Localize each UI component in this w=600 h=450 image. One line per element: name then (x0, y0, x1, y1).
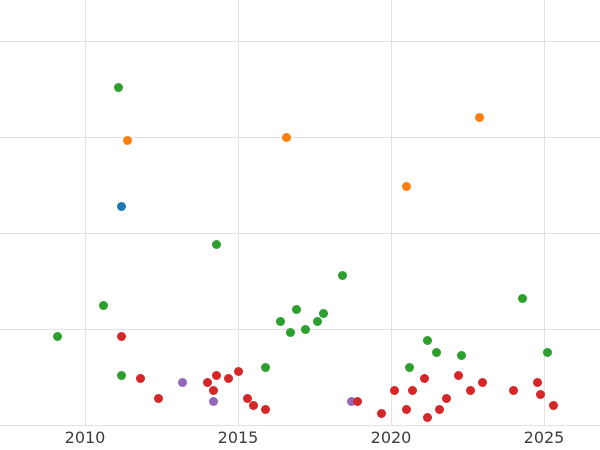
vertical-gridline (390, 0, 392, 425)
x-tick-label: 2025 (523, 428, 565, 447)
horizontal-gridline (0, 424, 600, 426)
data-point-green (404, 362, 414, 372)
x-tick-label: 2010 (64, 428, 106, 447)
data-point-red (202, 378, 212, 388)
data-point-green (285, 328, 295, 338)
data-point-red (533, 378, 543, 388)
horizontal-gridline (0, 136, 600, 138)
data-point-green (52, 332, 62, 342)
data-point-green (313, 316, 323, 326)
data-point-red (478, 378, 488, 388)
data-point-red (135, 374, 145, 384)
horizontal-gridline (0, 328, 600, 330)
data-point-red (352, 397, 362, 407)
data-point-green (261, 362, 271, 372)
data-point-green (114, 82, 124, 92)
data-point-green (300, 324, 310, 334)
data-point-red (389, 385, 399, 395)
data-point-green (423, 336, 433, 346)
data-point-red (153, 393, 163, 403)
data-point-green (117, 370, 127, 380)
data-point-orange (123, 136, 133, 146)
data-point-purple (178, 378, 188, 388)
horizontal-gridline (0, 40, 600, 42)
vertical-gridline (84, 0, 86, 425)
x-tick-label: 2015 (217, 428, 259, 447)
data-point-green (291, 305, 301, 315)
data-point-red (242, 393, 252, 403)
data-point-green (456, 351, 466, 361)
x-tick-label: 2020 (370, 428, 412, 447)
data-point-red (508, 385, 518, 395)
data-point-purple (209, 397, 219, 407)
data-point-red (248, 401, 258, 411)
data-point-red (441, 393, 451, 403)
data-point-red (401, 405, 411, 415)
data-point-red (420, 374, 430, 384)
data-point-purple (346, 397, 356, 407)
data-point-green (337, 270, 347, 280)
data-point-red (453, 370, 463, 380)
data-point-green (276, 316, 286, 326)
data-point-orange (282, 132, 292, 142)
data-point-green (212, 240, 222, 250)
data-point-orange (401, 182, 411, 192)
horizontal-gridline (0, 232, 600, 234)
data-point-red (209, 385, 219, 395)
data-point-red (435, 405, 445, 415)
data-point-green (542, 347, 552, 357)
data-point-red (466, 385, 476, 395)
data-point-green (319, 309, 329, 319)
data-point-red (117, 332, 127, 342)
data-point-red (536, 389, 546, 399)
data-point-green (432, 347, 442, 357)
data-point-blue (117, 201, 127, 211)
data-point-red (261, 405, 271, 415)
data-point-red (407, 385, 417, 395)
data-point-red (212, 370, 222, 380)
data-point-red (423, 412, 433, 422)
vertical-gridline (237, 0, 239, 425)
data-point-green (518, 293, 528, 303)
data-point-red (224, 374, 234, 384)
vertical-gridline (543, 0, 545, 425)
data-point-red (548, 401, 558, 411)
data-point-red (233, 366, 243, 376)
data-point-orange (475, 113, 485, 123)
data-point-red (377, 408, 387, 418)
data-point-green (98, 301, 108, 311)
